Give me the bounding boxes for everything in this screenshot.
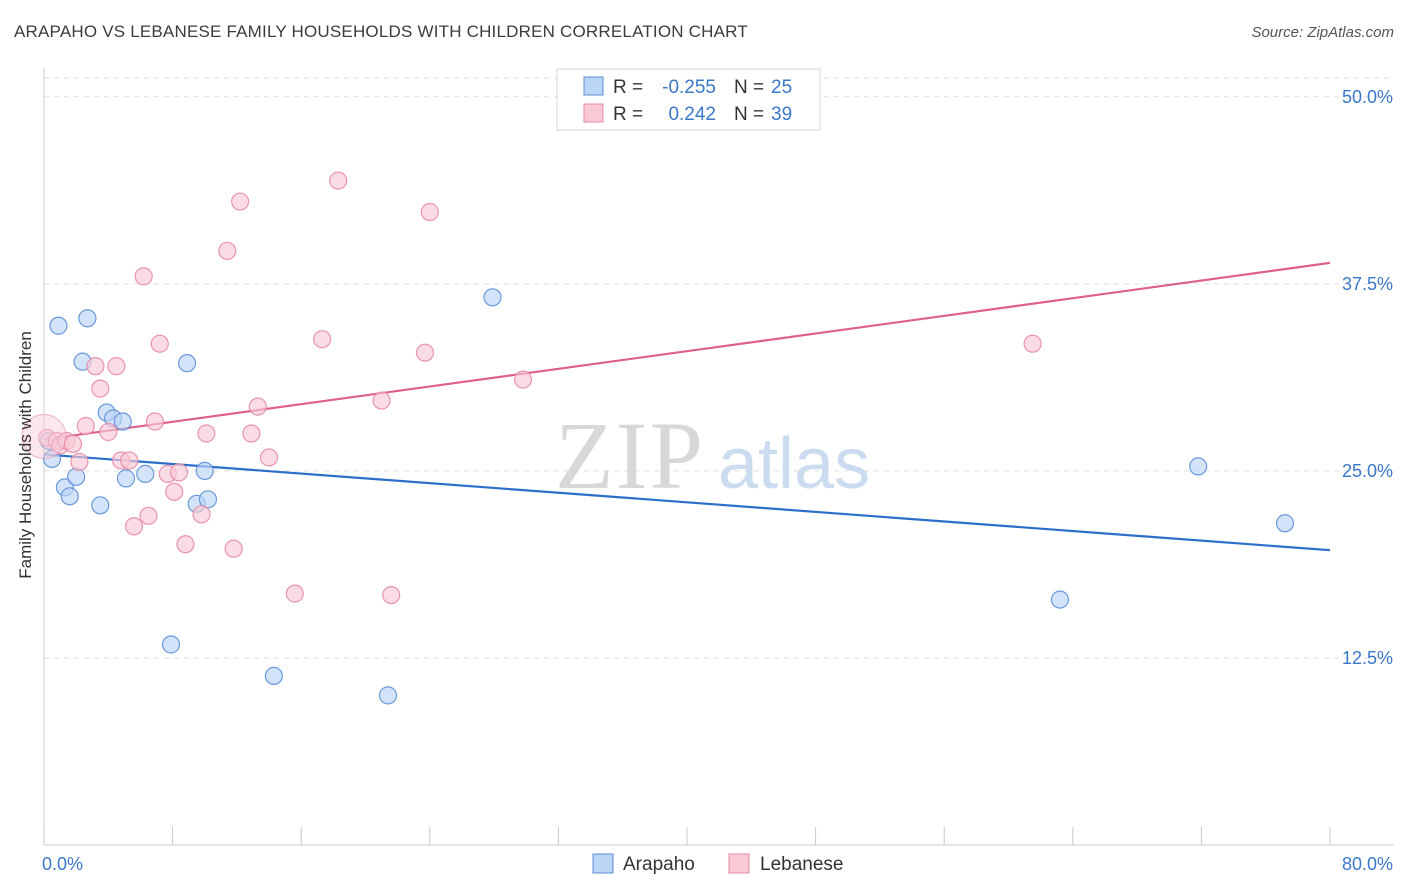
lebanese-point (192, 505, 211, 524)
lebanese-point (1023, 334, 1042, 353)
arapaho-point (1050, 590, 1070, 609)
y-tick-label: 50.0% (1342, 87, 1393, 107)
arapaho-trend-line (43, 453, 1331, 552)
n-label-2: N = (734, 104, 764, 125)
legend-arapaho-swatch (592, 853, 614, 874)
y-tick-label: 12.5% (1342, 648, 1393, 668)
lebanese-point (150, 334, 169, 353)
lebanese-point (139, 506, 158, 525)
watermark-atlas: atlas (718, 424, 870, 504)
stats-legend: R = -0.255 N = 25 R = 0.242 N = 39 (556, 68, 821, 131)
lebanese-point (134, 267, 153, 286)
arapaho-point (483, 288, 502, 307)
arapaho-point (78, 309, 97, 328)
arapaho-point (195, 461, 214, 480)
chart-title: ARAPAHO VS LEBANESE FAMILY HOUSEHOLDS WI… (14, 22, 748, 41)
lebanese-point (120, 451, 139, 470)
lebanese-point (76, 416, 95, 436)
legend-lebanese-label: Lebanese (760, 854, 843, 875)
lebanese-point (312, 330, 332, 349)
lebanese-point (329, 171, 348, 190)
watermark-zip: ZIP (555, 402, 705, 509)
lebanese-point (420, 202, 439, 222)
lebanese-point (70, 452, 89, 472)
data-points (21, 171, 1295, 705)
arapaho-swatch (583, 76, 604, 96)
lebanese-point (242, 424, 261, 443)
legend-lebanese-swatch (728, 853, 750, 874)
lebanese-point (169, 463, 189, 482)
lebanese-point (124, 517, 144, 536)
lebanese-point (372, 391, 391, 410)
lebanese-point (285, 584, 304, 603)
lebanese-point (99, 422, 118, 442)
arapaho-point (264, 666, 283, 686)
source-note: Source: ZipAtlas.com (1251, 24, 1394, 41)
lebanese-point (248, 397, 267, 416)
r-label-1: R = (613, 77, 643, 98)
lebanese-point (145, 412, 165, 431)
arapaho-point (91, 496, 110, 515)
grid-lines (44, 77, 1394, 659)
arapaho-point (116, 469, 136, 488)
lebanese-point (107, 357, 126, 376)
arapaho-point (198, 490, 218, 509)
lebanese-point (218, 241, 237, 261)
arapaho-point (177, 354, 197, 373)
series-legend: Arapaho Lebanese (592, 853, 843, 875)
lebanese-point (382, 585, 401, 605)
lebanese-point (86, 357, 105, 376)
r-value-2: 0.242 (668, 104, 716, 125)
y-axis-label: Family Households with Children (16, 331, 35, 579)
legend-arapaho-label: Arapaho (623, 854, 695, 875)
lebanese-point (176, 535, 195, 554)
lebanese-point (231, 192, 250, 211)
watermark: ZIP atlas (555, 402, 870, 509)
lebanese-point (224, 539, 243, 558)
r-value-1: -0.255 (662, 77, 716, 98)
arapaho-point (136, 464, 155, 483)
arapaho-point (113, 412, 132, 431)
lebanese-cluster-point (21, 413, 67, 459)
r-label-2: R = (613, 104, 643, 125)
n-label-1: N = (734, 77, 764, 98)
y-tick-label: 37.5% (1342, 274, 1393, 294)
lebanese-point (63, 434, 83, 454)
arapaho-point (60, 487, 79, 506)
lebanese-point (91, 379, 110, 398)
arapaho-point (1275, 514, 1295, 533)
x-tick-label: 0.0% (42, 854, 83, 874)
arapaho-point (378, 686, 398, 705)
lebanese-point (165, 482, 184, 501)
arapaho-point (1189, 457, 1208, 476)
n-value-1: 25 (771, 77, 792, 98)
x-tick-label: 80.0% (1342, 854, 1393, 874)
arapaho-point (49, 316, 68, 335)
arapaho-point (161, 635, 181, 654)
lebanese-point (197, 424, 216, 443)
lebanese-swatch (583, 103, 604, 123)
n-value-2: 39 (771, 104, 792, 125)
tick-labels: 12.5% 25.0% 37.5% 50.0% 0.0% 80.0% (42, 87, 1393, 874)
y-tick-label: 25.0% (1342, 461, 1393, 481)
arapaho-point (67, 467, 86, 486)
lebanese-point (415, 343, 435, 362)
lebanese-point (259, 448, 279, 467)
lebanese-point (513, 370, 533, 389)
